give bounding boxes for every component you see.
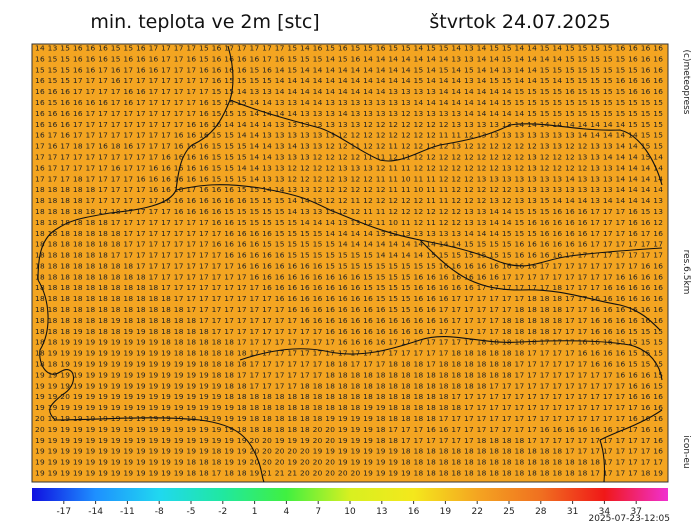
grid-row: 16 17 17 17 17 17 16 17 17 16 16 16 16 1… [35, 163, 663, 172]
map-date: štvrtok 24.07.2025 [429, 11, 610, 33]
grid-row: 16 15 15 16 16 16 15 16 16 16 17 17 16 1… [35, 54, 663, 63]
borders [37, 45, 663, 483]
grid-row: 16 16 16 16 17 17 17 17 17 17 17 17 17 1… [35, 109, 663, 118]
colorbar-tick-label: 19 [440, 507, 452, 517]
grid-row: 18 18 18 18 18 17 18 17 17 17 17 16 16 1… [35, 207, 663, 216]
colorbar-tick-label: 16 [408, 507, 420, 517]
grid-row: 15 15 15 16 16 17 16 17 16 16 17 17 17 1… [35, 65, 663, 74]
colorbar-tick-label: 31 [567, 507, 578, 517]
grid-row: 20 19 19 19 19 19 19 19 19 19 19 19 19 1… [35, 414, 663, 423]
grid-row: 16 16 16 17 17 17 17 16 16 17 17 17 17 1… [35, 87, 663, 96]
grid-row: 16 17 16 17 17 17 17 17 17 17 17 16 16 1… [35, 131, 663, 140]
grid-row: 19 19 19 19 19 19 19 19 19 19 19 19 19 1… [35, 381, 663, 390]
grid-row: 18 18 19 19 19 19 19 19 19 19 18 18 18 1… [35, 338, 663, 347]
grid-row: 19 19 19 19 19 19 19 19 19 19 19 19 19 1… [35, 447, 663, 456]
colorbar-tick-label: 25 [503, 507, 514, 517]
colorbar-tick-label: 4 [284, 507, 290, 517]
grid-row: 18 18 18 18 18 18 18 18 18 18 17 17 17 1… [35, 283, 663, 292]
resolution: res.6.5km [681, 250, 691, 295]
grid-row: 14 13 15 16 16 16 15 15 16 17 17 17 17 1… [35, 44, 663, 53]
map-title: min. teplota ve 2m [stc] [90, 11, 319, 33]
grid-row: 19 19 19 19 19 19 19 19 19 19 19 19 18 1… [35, 458, 663, 467]
colorbar-ticks: -17 -14 -11 -8 -5 -2 1 4 7 10 13 16 19 22 25 28 31 34 37 [56, 501, 642, 517]
grid-row: 18 18 18 18 18 18 19 18 18 18 18 18 18 1… [35, 316, 663, 325]
grid-row: 17 17 17 17 17 17 17 17 17 17 16 16 16 1… [35, 152, 663, 161]
grid-row: 17 17 17 18 17 17 17 17 16 16 16 16 16 1… [35, 174, 663, 183]
colorbar-tick-label: 13 [376, 507, 387, 517]
grid-row: 17 16 17 18 17 16 18 16 17 17 17 16 16 1… [35, 142, 663, 151]
value-grid: 14 13 15 16 16 16 15 15 16 17 17 17 17 1… [35, 44, 663, 478]
colorbar [32, 488, 668, 501]
grid-row: 18 19 19 19 19 19 19 19 19 19 19 18 18 1… [35, 349, 663, 358]
colorbar-tick-label: 37 [630, 507, 641, 517]
colorbar-tick-label: 10 [344, 507, 356, 517]
grid-row: 16 15 16 16 16 16 17 16 17 17 17 17 17 1… [35, 98, 663, 107]
grid-row: 18 18 18 18 18 18 18 18 17 17 17 17 17 1… [35, 261, 663, 270]
colorbar-tick-label: -11 [120, 507, 135, 517]
grid-row: 19 19 19 19 19 19 19 19 19 19 19 19 19 1… [35, 370, 663, 379]
grid-row: 18 18 18 18 18 18 18 17 17 17 17 17 17 1… [35, 229, 663, 238]
grid-row: 18 18 18 18 18 18 18 18 18 18 18 17 17 1… [35, 294, 663, 303]
grid-row: 18 18 18 19 18 18 18 19 19 18 18 18 18 1… [35, 327, 663, 336]
grid-row: 16 16 16 17 17 17 17 17 17 17 17 17 16 1… [35, 120, 663, 129]
map-area [31, 43, 669, 483]
grid-row: 16 15 15 17 17 17 16 17 17 17 17 17 17 1… [35, 76, 663, 85]
grid-row: 19 19 19 19 19 19 19 19 19 19 19 19 19 1… [35, 436, 663, 445]
grid-row: 18 18 18 18 18 18 18 17 17 17 17 17 17 1… [35, 240, 663, 249]
colorbar-tick-label: 34 [599, 507, 611, 517]
grid-row: 18 18 19 19 19 19 19 19 19 19 19 19 19 1… [35, 360, 663, 369]
grid-row: 18 18 18 18 18 18 18 18 18 18 18 18 17 1… [35, 305, 663, 314]
grid-row: 18 18 18 18 18 18 17 17 17 17 17 17 17 1… [35, 218, 663, 227]
timestamp: 2025-07-23-12:05 [589, 514, 671, 524]
colorbar-tick-label: 22 [471, 507, 482, 517]
colorbar-tick-label: -2 [218, 507, 227, 517]
grid-row: 18 18 18 18 17 17 17 17 17 17 16 16 16 1… [35, 196, 663, 205]
copyright: (c)meteopress [681, 50, 691, 115]
colorbar-tick-label: -14 [88, 507, 103, 517]
colorbar-tick-label: 28 [535, 507, 547, 517]
colorbar-tick-label: -8 [155, 507, 164, 517]
grid-row: 19 19 19 19 19 19 19 19 19 19 19 19 18 1… [35, 469, 663, 478]
grid-row: 20 19 19 19 19 19 19 19 19 19 19 19 19 1… [35, 425, 663, 434]
model: icon-eu [681, 435, 691, 468]
grid-row: 18 18 18 18 18 18 17 17 17 17 17 17 17 1… [35, 251, 663, 260]
grid-row: 19 19 20 19 19 19 19 19 19 19 19 19 19 1… [35, 392, 663, 401]
grid-row: 18 18 18 18 18 17 17 17 17 16 16 16 17 1… [35, 185, 663, 194]
colorbar-tick-label: -17 [56, 507, 71, 517]
grid-row: 18 18 18 18 18 18 18 18 18 17 17 17 17 1… [35, 272, 663, 281]
colorbar-tick-label: -5 [187, 507, 196, 517]
colorbar-tick-label: 1 [252, 507, 258, 517]
colorbar-tick-label: 7 [315, 507, 321, 517]
grid-row: 19 19 19 19 19 19 19 19 19 19 19 19 19 1… [35, 403, 663, 412]
